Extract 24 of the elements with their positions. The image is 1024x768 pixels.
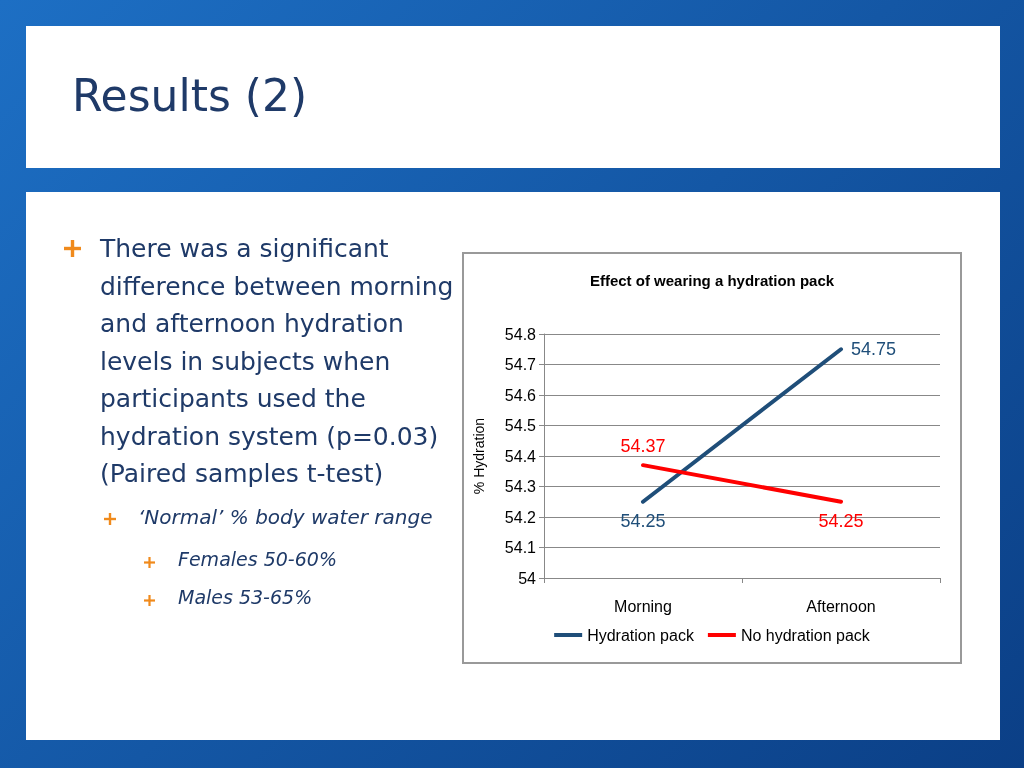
x-tick-label: Morning — [614, 597, 672, 615]
data-label: 54.75 — [851, 339, 897, 360]
text: Results (2) — [72, 70, 308, 121]
data-label: 54.25 — [620, 510, 666, 531]
y-tick-label: 54.3 — [504, 478, 537, 495]
text: Males 53-65% — [178, 585, 314, 610]
text: There was a significant difference between morning and afternoon hydration levels in subjects when participants used the hydration system (p=0.03) (Paired samples t-test) — [100, 233, 455, 490]
y-tick-label: 54.5 — [504, 417, 537, 434]
y-tick-label: 54.7 — [504, 356, 537, 373]
y-tick-label: 54.2 — [504, 508, 537, 526]
y-tick-label: 54.6 — [504, 386, 537, 404]
legend-label: No hydration pack — [740, 626, 871, 644]
y-tick-label: 54 — [518, 569, 537, 587]
data-label: 54.37 — [620, 436, 666, 457]
text: Females 50-60% — [178, 547, 338, 572]
y-axis-title: % Hydration — [471, 417, 487, 495]
x-tick-label: Afternoon — [806, 597, 876, 615]
text: ‘Normal’ % body water range — [138, 504, 434, 531]
y-tick-label: 54.1 — [504, 539, 537, 556]
y-tick-label: 54.4 — [504, 447, 537, 465]
y-tick-label: 54.8 — [504, 325, 537, 343]
legend-label: Hydration pack — [587, 626, 695, 644]
chart-title: Effect of wearing a hydration pack — [589, 272, 835, 289]
data-label: 54.25 — [818, 510, 864, 531]
